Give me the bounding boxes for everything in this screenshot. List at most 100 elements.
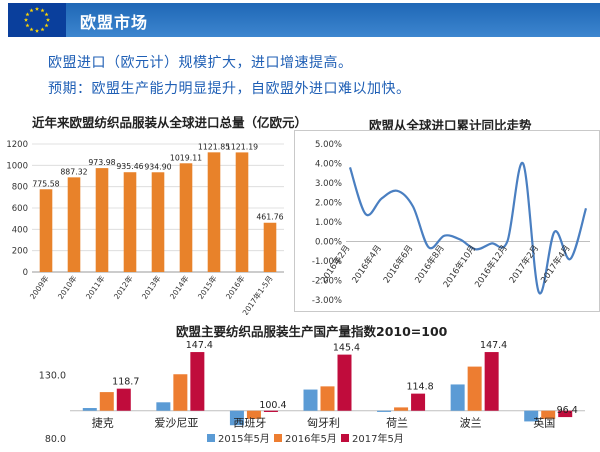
flag-star [25,23,30,28]
x-tick-label: 2010年 [55,273,79,301]
legend-label: 2015年5月 [218,432,270,445]
bar [541,410,556,419]
x-tick-label: 英国 [533,416,555,430]
page-title: 欧盟市场 [80,13,149,32]
yoy-line-chart: 5.00% 4.00% 3.00% 2.00% 1.00% 0.00% -1.00% -2.0… [294,130,600,312]
eu-flag-icon [8,3,66,37]
data-label: 1121.85 [198,142,230,151]
flag-star [40,27,45,32]
series-line [348,162,588,295]
bullet-1: 欧盟进口（欧元计）规模扩大，进口增速提高。 [48,55,353,71]
x-tick-label: 2011年 [83,273,107,301]
index-chart-title: 欧盟主要纺织品服装生产国产量指数2010=100 [176,324,448,339]
bar [263,222,277,272]
flag-star [25,12,30,17]
flag-star [45,17,51,22]
flag-star [44,23,49,28]
flag-star [40,8,45,13]
bar [190,352,205,411]
data-label: 96.4 [557,405,578,416]
x-tick-label: 爱沙尼亚 [154,417,198,430]
data-label: 147.4 [480,340,507,351]
data-label: 1019.11 [170,153,202,162]
y-tick-label: 130.0 [39,370,66,381]
data-label: 147.4 [186,340,213,351]
bar [394,407,409,411]
y-tick-label: 1200 [6,140,28,150]
bar [263,410,278,412]
data-label: 118.7 [112,377,139,388]
chart-frame [294,130,600,312]
bar [95,168,109,272]
production-index-chart: 130.0 80.0 118.7 捷克 147.4 爱沙尼亚 100.4 西班牙 145.4 匈牙… [39,340,585,445]
bullet-2: 预期：欧盟生产能力明显提升，自欧盟外进口难以加快。 [48,81,411,97]
flag-star [34,28,40,33]
data-label: 887.32 [60,167,87,176]
bar [207,152,221,272]
x-tick-label: 2013年 [139,273,163,301]
x-tick-label: 2016年 [223,273,247,301]
y-tick-label: 0.00% [315,238,342,248]
bar [450,384,465,411]
data-label: 114.8 [406,382,433,393]
x-tick-label: 2009年 [27,273,51,301]
y-tick-label: 4.00% [315,160,342,170]
data-label: 145.4 [333,343,360,354]
bar [558,410,573,418]
y-tick-label: -3.00% [312,296,342,306]
y-tick-label: 400 [12,225,28,235]
bar [39,189,53,272]
y-tick-label: 80.0 [45,434,66,445]
y-tick-label: 5.00% [315,140,342,150]
data-label: 775.58 [32,179,59,188]
flag-star [23,17,29,22]
y-tick-label: -2.00% [312,277,342,287]
y-tick-label: 600 [12,204,28,214]
header-band [66,3,600,37]
bar [484,352,499,411]
data-label: 934.90 [144,162,171,171]
x-tick-label: 波兰 [460,417,482,430]
x-tick-label: 捷克 [92,416,114,430]
bar [156,402,171,411]
data-label: 100.4 [259,400,286,411]
y-tick-label: 200 [12,247,28,257]
x-tick-label: 2014年 [167,273,191,301]
import-chart-title: 近年来欧盟纺织品服装从全球进口总量（亿欧元） [32,115,308,130]
flag-star [29,8,34,13]
bar [320,386,335,411]
page-header: 欧盟市场 [0,0,600,40]
data-label: 973.98 [88,158,115,167]
y-tick-label: 1000 [6,161,28,171]
bar [116,388,131,411]
bar [123,172,137,272]
bar [246,410,261,419]
bar [99,392,114,411]
y-tick-label: 800 [12,183,28,193]
bar [377,410,392,412]
data-label: 1121.19 [226,142,258,151]
legend-label: 2016年5月 [285,432,337,445]
bar [467,366,482,411]
bar [303,389,318,411]
bar [179,163,193,272]
legend-swatch [207,434,215,442]
y-tick-label: 1.00% [315,218,342,228]
bar [235,152,249,272]
flag-star [29,27,34,32]
legend-swatch [274,434,282,442]
x-tick-label: 西班牙 [233,417,266,430]
y-tick-label: 0 [23,268,28,278]
y-tick-label: 2.00% [315,199,342,209]
bar [411,393,426,411]
bar [151,172,165,272]
bar [337,354,352,411]
import-bar-chart: 0 200 400 600 800 1000 1200 775.58 2009年 887.32 20… [6,140,284,315]
bar [229,410,244,426]
x-tick-label: 2012年 [111,273,135,301]
data-label: 935.46 [116,162,143,171]
bar [524,410,539,422]
x-tick-label: 匈牙利 [307,416,340,430]
x-tick-label: 荷兰 [386,417,408,430]
flag-star [34,6,40,11]
